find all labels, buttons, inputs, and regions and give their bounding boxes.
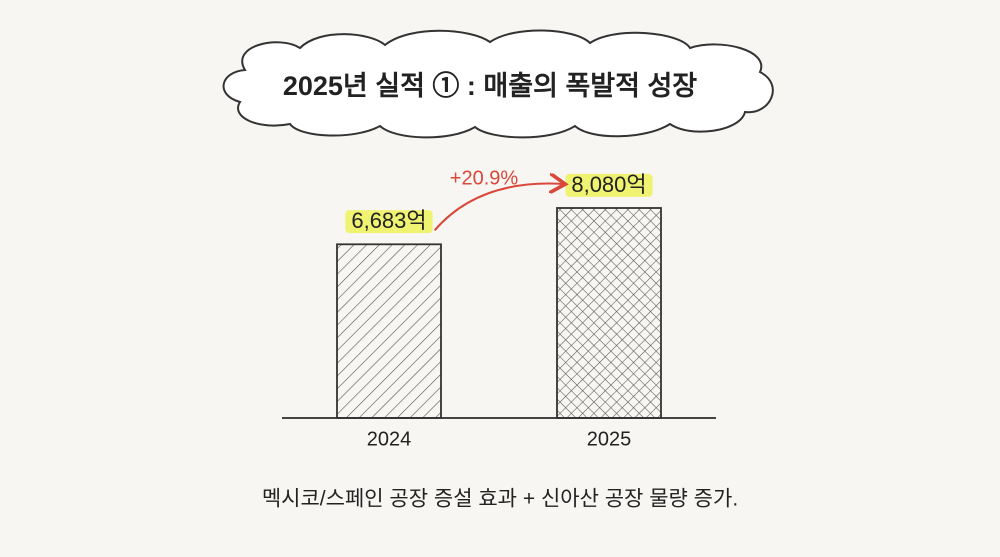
x-tick-label: 2025 <box>587 428 632 450</box>
bar <box>336 243 442 419</box>
label-highlight <box>345 210 433 234</box>
x-tick-label: 2024 <box>367 428 412 450</box>
chart-title: 2025년 실적 ① : 매출의 폭발적 성장 <box>283 70 697 101</box>
value-label: 6,683억 <box>351 208 426 233</box>
caption: 멕시코/스페인 공장 증설 효과 + 신아산 공장 물량 증가. <box>262 488 738 511</box>
label-highlight <box>565 173 653 197</box>
value-label: 8,080억 <box>571 172 646 197</box>
growth-annotation: +20.9% <box>450 167 519 189</box>
title-cloud <box>222 29 774 139</box>
bar <box>556 207 662 419</box>
growth-arrow <box>433 184 564 231</box>
